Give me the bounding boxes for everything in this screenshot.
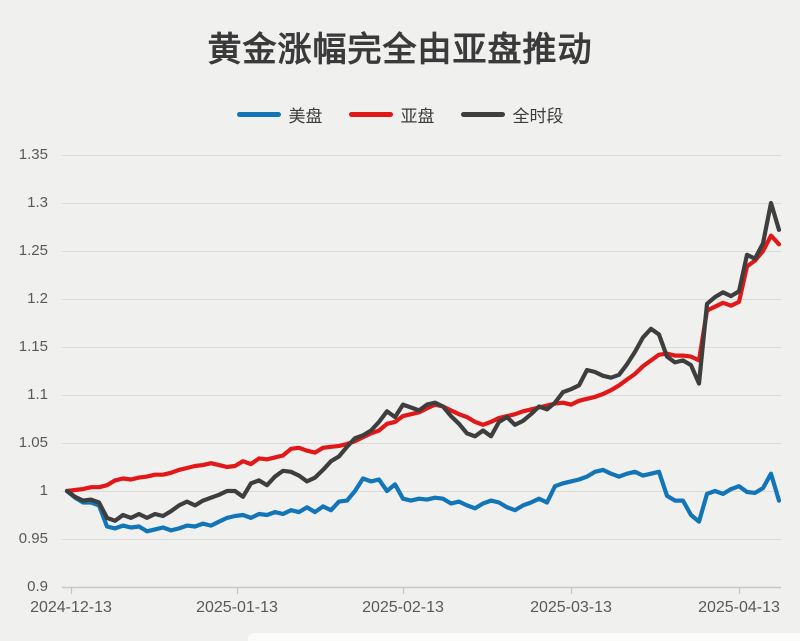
line-series-美盘: [64, 467, 782, 534]
y-tick-label: 1.1: [27, 386, 48, 403]
chart-title: 黄金涨幅完全由亚盘推动: [207, 31, 593, 69]
y-tick-label: 1.05: [18, 434, 48, 451]
x-tick-label: 2025-04-13: [698, 599, 780, 616]
legend-line-swatch-full-icon: [460, 112, 505, 117]
legend-item-asia-session: 亚盘: [348, 102, 435, 127]
legend-item-full-session: 全时段: [460, 102, 564, 127]
y-tick-label: 1.2: [27, 290, 48, 307]
legend-line-swatch-us-icon: [236, 112, 281, 117]
y-tick-label: 1.15: [18, 338, 48, 355]
x-tick-label: 2025-02-13: [362, 599, 444, 616]
x-tick-label: 2024-12-13: [30, 599, 112, 616]
line-series-亚盘: [64, 233, 782, 494]
legend: 美盘 亚盘 全时段: [0, 102, 800, 127]
y-tick-label: 0.95: [18, 530, 48, 547]
y-tick-label: 1.3: [27, 194, 48, 211]
legend-label-full-session: 全时段: [512, 107, 564, 126]
legend-label-us-session: 美盘: [288, 107, 323, 126]
x-tick-label: 2025-01-13: [196, 599, 278, 616]
x-tick-label: 2025-03-13: [530, 599, 612, 616]
y-tick-label: 0.9: [27, 578, 48, 595]
legend-item-us-session: 美盘: [236, 102, 323, 127]
bottom-edge-artifact: [248, 633, 800, 641]
line-series-全时段: [64, 200, 782, 523]
legend-line-swatch-asia-icon: [348, 112, 393, 117]
legend-label-asia-session: 亚盘: [400, 107, 435, 126]
y-tick-label: 1: [39, 482, 48, 499]
y-tick-label: 1.35: [18, 146, 48, 163]
y-tick-label: 1.25: [18, 242, 48, 259]
